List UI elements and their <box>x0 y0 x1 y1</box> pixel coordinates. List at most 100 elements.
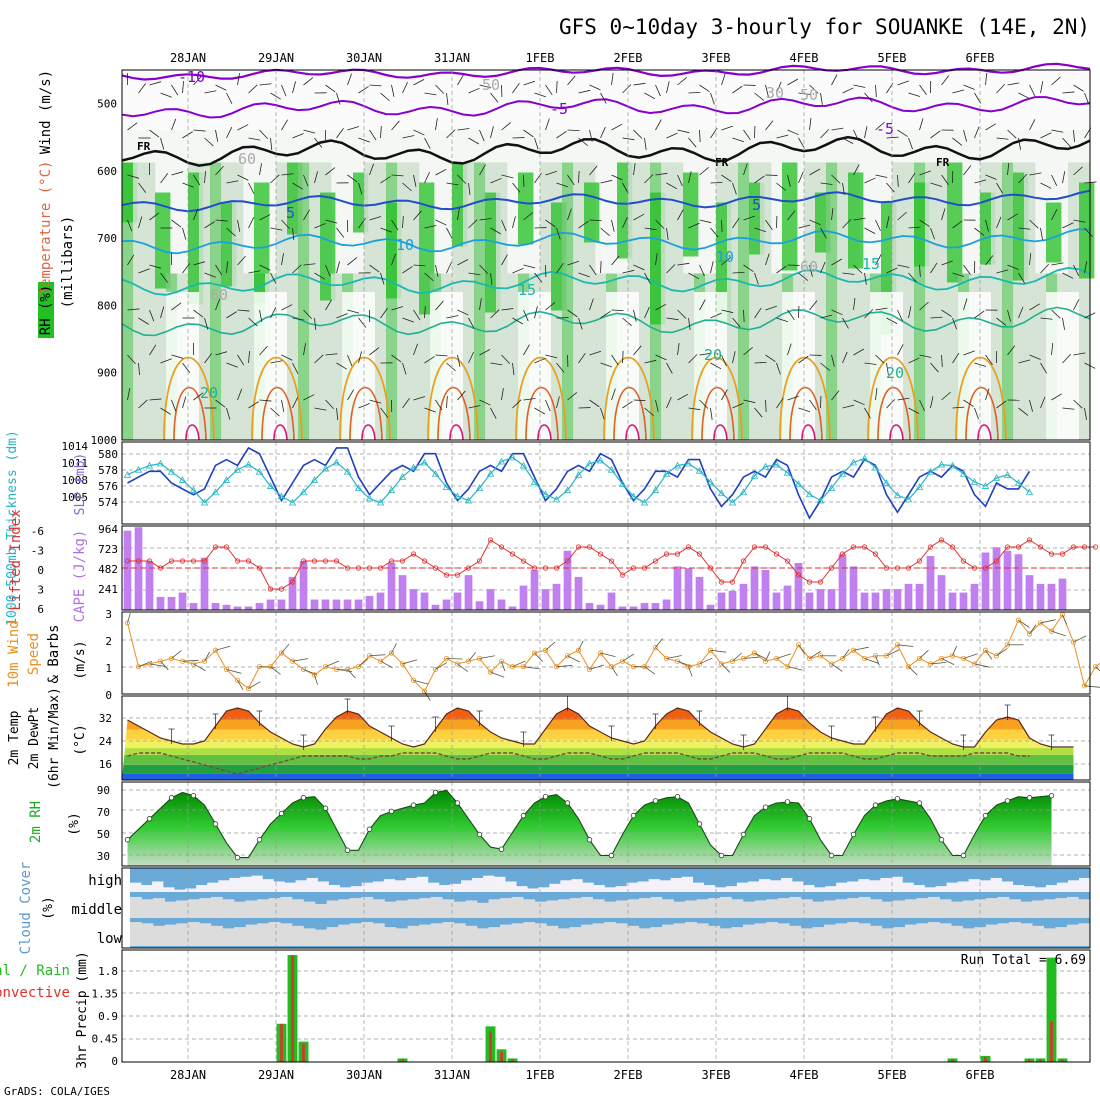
wind-barb <box>677 262 690 266</box>
cloud-gap <box>257 923 270 946</box>
wind-barb <box>611 388 616 401</box>
cloud-gap <box>1043 928 1056 946</box>
li-marker <box>399 558 406 564</box>
wind-barb <box>1062 353 1071 364</box>
cloud-gap <box>685 922 698 946</box>
thickness-marker <box>981 482 990 489</box>
cape-bar <box>607 592 616 610</box>
wind-barb <box>754 407 763 418</box>
rh-marker <box>828 852 835 859</box>
wind-barb <box>688 272 700 280</box>
wind-barb <box>1051 309 1061 319</box>
li-marker <box>608 558 615 564</box>
li-marker <box>1037 544 1044 550</box>
wind-10m-panel <box>121 611 1100 701</box>
bottom-date-label: 28JAN <box>170 1068 206 1082</box>
li-marker <box>454 572 461 578</box>
wind-barb <box>622 269 635 274</box>
rh-marker <box>806 816 813 822</box>
rh-shade-dry <box>1068 292 1080 440</box>
cloud-gap <box>731 927 744 946</box>
wind-barb <box>897 309 903 322</box>
wind-barb <box>347 126 360 131</box>
wind-barb <box>226 362 238 368</box>
cloud-gap <box>1012 884 1025 892</box>
thickness-marker <box>200 498 209 506</box>
cloud-gap <box>427 882 440 892</box>
wind-barb <box>391 354 402 363</box>
cloud-gap <box>870 899 883 918</box>
wind-barb <box>391 306 404 311</box>
li-marker <box>861 544 868 550</box>
wind-barb-10m <box>534 652 544 662</box>
cloud-gap <box>731 899 744 918</box>
wind-barb <box>776 182 787 191</box>
cloud-gap <box>743 924 755 946</box>
wind-barb <box>919 264 921 277</box>
wind-barb <box>127 308 140 311</box>
wind-barb <box>149 309 155 322</box>
wind-speed-marker <box>685 664 692 670</box>
thickness-marker <box>948 461 957 469</box>
minmax-axis-label: (6hr Min/Max) <box>47 687 62 789</box>
wind-barb <box>589 84 601 91</box>
wind-barb <box>578 352 586 364</box>
wind-barb <box>512 182 521 193</box>
wind-speed-marker <box>652 644 659 651</box>
wind-barb <box>325 264 331 277</box>
rh-shade-dry <box>540 292 552 440</box>
wind-barb <box>952 220 963 229</box>
wind-speed-marker <box>344 666 351 673</box>
cloud-gap <box>904 924 917 946</box>
wind-barb <box>644 306 650 319</box>
li-marker <box>333 558 340 564</box>
cloud-gap <box>812 927 825 946</box>
wind-barb <box>292 317 305 321</box>
wind-barb <box>886 399 896 409</box>
contour-label: 60 <box>800 258 818 276</box>
cloud-gap <box>130 882 142 892</box>
cloud-gap <box>163 887 175 892</box>
wind-barb <box>171 118 177 131</box>
thickness-marker <box>354 484 363 492</box>
wind-barb <box>314 317 317 330</box>
cloud-gap <box>176 900 189 918</box>
cape-bar <box>772 592 781 610</box>
li-marker <box>850 544 857 550</box>
wind-barb <box>1040 362 1048 374</box>
y-tick-label: 723 <box>98 543 118 556</box>
top-date-label: 4FEB <box>790 51 819 65</box>
wind-barb <box>908 137 913 150</box>
rh-shade-dry <box>694 292 706 440</box>
rh-marker <box>146 816 153 822</box>
cloud-gap <box>939 923 952 946</box>
wind-barb <box>765 120 774 131</box>
wind-barb <box>908 172 916 184</box>
cloud-gap <box>210 896 223 918</box>
wind-barb <box>182 362 191 373</box>
wind-barb <box>193 309 204 318</box>
cloud-gap <box>339 887 351 892</box>
wind-barb <box>743 346 753 356</box>
wind-speed-marker <box>883 653 890 659</box>
li-marker <box>740 558 747 564</box>
wind-barb <box>941 208 946 221</box>
wind-barb <box>952 406 965 409</box>
wind-barb <box>314 407 327 411</box>
y-tick-label: 600 <box>97 165 117 178</box>
wind-barb <box>919 118 924 131</box>
li-marker <box>509 551 516 557</box>
wind-barb <box>941 391 951 401</box>
cloud-gap <box>476 928 489 946</box>
wind-barb <box>281 219 290 230</box>
rh-shade-moist <box>518 172 534 245</box>
wind-barb <box>732 271 745 274</box>
rh-shade-dry <box>518 292 530 440</box>
wind-barb <box>644 92 656 100</box>
wind-barb <box>259 399 272 402</box>
rh-shade-dry <box>430 292 442 440</box>
wind-barb-10m <box>204 651 211 662</box>
cloud-gap <box>523 899 536 918</box>
wind-barb <box>534 272 543 283</box>
cloud-gap <box>1020 923 1033 946</box>
